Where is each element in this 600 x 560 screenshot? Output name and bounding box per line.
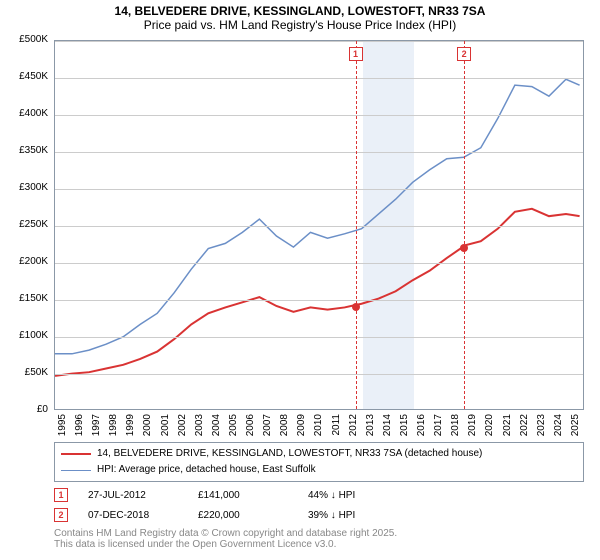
x-axis-label: 2013: [365, 414, 376, 444]
x-axis-label: 1995: [57, 414, 68, 444]
gridline: [55, 115, 583, 116]
marker-label-2: 2: [457, 47, 471, 61]
x-axis-label: 2016: [416, 414, 427, 444]
series-line-property: [55, 209, 580, 376]
gridline: [55, 41, 583, 42]
chart-wrap: 12 £0£50K£100K£150K£200K£250K£300K£350K£…: [8, 36, 592, 436]
gridline: [55, 300, 583, 301]
y-axis-label: £150K: [8, 293, 48, 304]
y-axis-label: £500K: [8, 34, 48, 45]
x-axis-label: 2024: [553, 414, 564, 444]
marker-label-1: 1: [349, 47, 363, 61]
gridline: [55, 337, 583, 338]
x-axis-label: 2021: [502, 414, 513, 444]
x-axis-label: 2015: [399, 414, 410, 444]
footer-line2: This data is licensed under the Open Gov…: [54, 539, 592, 550]
marker-badge-1: 2: [54, 508, 68, 522]
x-axis-label: 2002: [177, 414, 188, 444]
x-axis-label: 2019: [467, 414, 478, 444]
marker-badge-0: 1: [54, 488, 68, 502]
legend-row-0: 14, BELVEDERE DRIVE, KESSINGLAND, LOWEST…: [61, 446, 577, 462]
chart-subtitle: Price paid vs. HM Land Registry's House …: [8, 18, 592, 32]
y-axis-label: £300K: [8, 182, 48, 193]
plot-area: 12: [54, 40, 584, 410]
gridline: [55, 78, 583, 79]
data-price-0: £141,000: [198, 490, 288, 501]
x-axis-label: 1996: [74, 414, 85, 444]
x-axis-label: 1999: [125, 414, 136, 444]
y-axis-label: £50K: [8, 367, 48, 378]
x-axis-label: 2017: [433, 414, 444, 444]
data-delta-1: 39% ↓ HPI: [308, 510, 355, 521]
legend-swatch-0: [61, 453, 91, 455]
x-axis-label: 2008: [279, 414, 290, 444]
legend-row-1: HPI: Average price, detached house, East…: [61, 462, 577, 478]
gridline: [55, 374, 583, 375]
data-row-0: 1 27-JUL-2012 £141,000 44% ↓ HPI: [54, 488, 592, 502]
y-axis-label: £250K: [8, 219, 48, 230]
x-axis-label: 2014: [382, 414, 393, 444]
data-row-1: 2 07-DEC-2018 £220,000 39% ↓ HPI: [54, 508, 592, 522]
data-delta-0: 44% ↓ HPI: [308, 490, 355, 501]
x-axis-label: 1997: [91, 414, 102, 444]
gridline: [55, 152, 583, 153]
legend-label-0: 14, BELVEDERE DRIVE, KESSINGLAND, LOWEST…: [97, 446, 482, 462]
y-axis-label: £200K: [8, 256, 48, 267]
x-axis-label: 2006: [245, 414, 256, 444]
data-price-1: £220,000: [198, 510, 288, 521]
legend-box: 14, BELVEDERE DRIVE, KESSINGLAND, LOWEST…: [54, 442, 584, 482]
x-axis-label: 2009: [296, 414, 307, 444]
series-line-hpi: [55, 79, 580, 354]
x-axis-label: 2011: [331, 414, 342, 444]
x-axis-label: 2007: [262, 414, 273, 444]
marker-vline-1: [356, 41, 357, 409]
x-axis-label: 2003: [194, 414, 205, 444]
x-axis-label: 2023: [536, 414, 547, 444]
data-date-1: 07-DEC-2018: [88, 510, 178, 521]
legend-swatch-1: [61, 470, 91, 471]
x-axis-label: 2005: [228, 414, 239, 444]
y-axis-label: £100K: [8, 330, 48, 341]
marker-point-1: [352, 303, 360, 311]
x-axis-label: 2025: [570, 414, 581, 444]
marker-point-2: [460, 244, 468, 252]
gridline: [55, 226, 583, 227]
chart-title: 14, BELVEDERE DRIVE, KESSINGLAND, LOWEST…: [8, 4, 592, 18]
chart-container: 14, BELVEDERE DRIVE, KESSINGLAND, LOWEST…: [0, 0, 600, 560]
x-axis-label: 2018: [450, 414, 461, 444]
x-axis-label: 2012: [348, 414, 359, 444]
y-axis-label: £0: [8, 404, 48, 415]
y-axis-label: £350K: [8, 145, 48, 156]
x-axis-label: 2001: [160, 414, 171, 444]
x-axis-label: 1998: [108, 414, 119, 444]
x-axis-label: 2020: [484, 414, 495, 444]
gridline: [55, 263, 583, 264]
chart-svg: [55, 41, 583, 409]
x-axis-label: 2004: [211, 414, 222, 444]
x-axis-label: 2010: [313, 414, 324, 444]
x-axis-label: 2000: [142, 414, 153, 444]
gridline: [55, 189, 583, 190]
footer: Contains HM Land Registry data © Crown c…: [54, 528, 592, 550]
marker-vline-2: [464, 41, 465, 409]
legend-label-1: HPI: Average price, detached house, East…: [97, 462, 316, 478]
data-date-0: 27-JUL-2012: [88, 490, 178, 501]
footer-line1: Contains HM Land Registry data © Crown c…: [54, 528, 592, 539]
x-axis-label: 2022: [519, 414, 530, 444]
y-axis-label: £400K: [8, 108, 48, 119]
y-axis-label: £450K: [8, 71, 48, 82]
